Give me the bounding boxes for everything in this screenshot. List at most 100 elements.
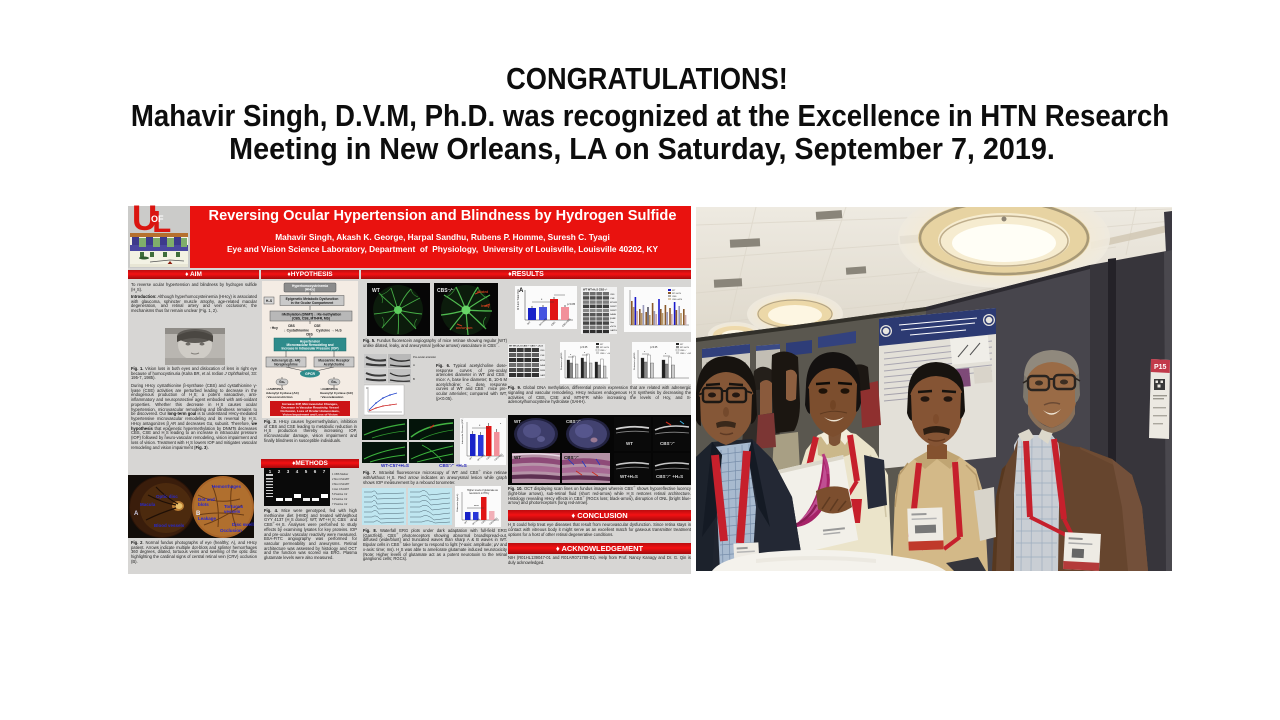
svg-text:p<0.05: p<0.05 bbox=[650, 346, 658, 349]
svg-text:Proteins in μMOD: Proteins in μMOD bbox=[560, 352, 563, 370]
svg-text:6: 6 bbox=[314, 469, 317, 474]
svg-text:WT+H2S: WT+H2S bbox=[472, 518, 481, 526]
svg-text:2: 2 bbox=[278, 469, 281, 474]
svg-text:DNMT3a: DNMT3a bbox=[610, 310, 617, 312]
svg-text:DNMT: DNMT bbox=[540, 370, 545, 372]
svg-text:*: * bbox=[570, 353, 572, 357]
svg-text:CBS⁻⁄⁻+H2S: CBS⁻⁄⁻+H2S bbox=[680, 352, 691, 355]
svg-text:Increase in Intraocular Pressu: Increase in Intraocular Pressure (IOP) bbox=[281, 347, 338, 351]
svg-text:CBS: CBS bbox=[551, 321, 557, 327]
svg-text:WT: WT bbox=[680, 344, 684, 346]
svg-text:↑Hcy: ↑Hcy bbox=[270, 326, 278, 330]
svg-text:7 Positive Ctr: 7 Positive Ctr bbox=[332, 502, 348, 506]
svg-text:****: **** bbox=[474, 504, 480, 508]
svg-text:Gαs: Gαs bbox=[610, 322, 615, 324]
svg-text:Gαₛ: Gαₛ bbox=[279, 380, 285, 384]
svg-text:CBS: CBS bbox=[288, 324, 295, 328]
svg-text:WT+H₂S: WT+H₂S bbox=[620, 474, 638, 479]
svg-text:WT+H2S: WT+H2S bbox=[672, 293, 681, 295]
svg-text:WT: WT bbox=[464, 521, 468, 525]
svg-text:dilated: dilated bbox=[477, 290, 488, 294]
svg-text:Blood vessels: Blood vessels bbox=[154, 523, 185, 528]
svg-text:↓cAMP/PKA: ↓cAMP/PKA bbox=[266, 387, 284, 391]
svg-text:Disc swelling: Disc swelling bbox=[232, 522, 254, 527]
svg-text:*: * bbox=[584, 351, 586, 355]
svg-text:CBS⁻⁄⁻+H2S: CBS⁻⁄⁻+H2S bbox=[600, 352, 610, 355]
svg-text:Occlusion, Loss of Ocular Home: Occlusion, Loss of Ocular Homeostasis, bbox=[280, 409, 339, 413]
svg-text:vessels: vessels bbox=[224, 509, 241, 514]
svg-text:WT+H2S: WT+H2S bbox=[539, 317, 548, 326]
svg-text:WT: WT bbox=[672, 290, 676, 292]
svg-text:p<0.05: p<0.05 bbox=[567, 302, 576, 306]
svg-text:WT: WT bbox=[600, 344, 604, 346]
svg-text:4 Het CS1/287: 4 Het CS1/287 bbox=[332, 487, 350, 491]
svg-text:A: A bbox=[413, 363, 415, 367]
svg-text:CBS⁻⁄⁻ +H₂S: CBS⁻⁄⁻ +H₂S bbox=[656, 474, 683, 479]
svg-text:↓ Cystathionine: ↓ Cystathionine bbox=[284, 329, 309, 333]
svg-text:6 Positive Ctr: 6 Positive Ctr bbox=[332, 497, 348, 501]
svg-text:CBS⁻⁄⁻: CBS⁻⁄⁻ bbox=[566, 419, 582, 424]
svg-text:H₂S: H₂S bbox=[266, 299, 273, 303]
svg-text:CBS⁻⁄⁻: CBS⁻⁄⁻ bbox=[660, 441, 676, 446]
svg-text:Optic disc: Optic disc bbox=[156, 494, 178, 499]
svg-text:CBS+H2S: CBS+H2S bbox=[494, 453, 503, 461]
svg-text:WT WT+H₂S CBS⁻⁄⁻: WT WT+H₂S CBS⁻⁄⁻ bbox=[583, 288, 608, 292]
svg-text:WT: WT bbox=[514, 455, 521, 460]
svg-text:CBS⁻⁄⁻: CBS⁻⁄⁻ bbox=[680, 349, 687, 352]
svg-text:Acetylcholine: Acetylcholine bbox=[324, 363, 345, 367]
svg-text:Intraocular Pressure (IOP; mmH: Intraocular Pressure (IOP; mmHg) bbox=[461, 418, 464, 444]
svg-text:Norepinephrine: Norepinephrine bbox=[274, 363, 298, 367]
svg-text:Pre-ocular arteriole/artery: Pre-ocular arteriole/artery bbox=[413, 355, 436, 359]
svg-text:p<0.05: p<0.05 bbox=[580, 346, 588, 349]
svg-text:CBS: CBS bbox=[672, 296, 677, 298]
svg-text:Vision Impairment and Loss of: Vision Impairment and Loss of Vision bbox=[282, 413, 337, 417]
svg-text:(HHcy): (HHcy) bbox=[305, 288, 315, 292]
svg-text:(CBS, CSE, MTHFR, MS): (CBS, CSE, MTHFR, MS) bbox=[292, 317, 330, 321]
svg-text:in the Ocular Compartment: in the Ocular Compartment bbox=[291, 301, 334, 305]
svg-text:Epigenetic Metabolic Dysfuncti: Epigenetic Metabolic Dysfunction bbox=[286, 297, 339, 301]
svg-text:B: B bbox=[413, 377, 415, 381]
svg-text:*: * bbox=[644, 350, 646, 354]
svg-text:↑Methylation (DNMT) ↓↑Re-methy: ↑Methylation (DNMT) ↓↑Re-methylation bbox=[281, 313, 342, 317]
svg-text:Microvascular Remodeling and: Microvascular Remodeling and bbox=[286, 343, 333, 347]
svg-text:blots: blots bbox=[198, 502, 209, 507]
svg-text:CBS+H2S: CBS+H2S bbox=[489, 517, 498, 525]
svg-text:SAHH: SAHH bbox=[540, 364, 545, 367]
svg-text:% 5-mC/ Total DNA: % 5-mC/ Total DNA bbox=[517, 289, 520, 310]
svg-text:CBS+H2S: CBS+H2S bbox=[672, 299, 683, 301]
svg-text:5: 5 bbox=[305, 469, 308, 474]
svg-text:WT: WT bbox=[527, 321, 532, 326]
svg-text:MTHFR: MTHFR bbox=[540, 360, 545, 362]
svg-text:neurotoxin in HHcy: neurotoxin in HHcy bbox=[469, 492, 490, 495]
svg-text:Adrenergic (β₂ AR): Adrenergic (β₂ AR) bbox=[272, 359, 301, 363]
svg-text:SAHH: SAHH bbox=[610, 313, 616, 316]
svg-text:4: 4 bbox=[296, 469, 299, 474]
svg-text:CBS: CBS bbox=[486, 456, 491, 461]
svg-text:MTHFR: MTHFR bbox=[610, 302, 617, 304]
svg-text:WT: WT bbox=[626, 441, 633, 446]
svg-text:Guanylyl Cyclase (GC): Guanylyl Cyclase (GC) bbox=[320, 391, 353, 395]
svg-text:CSE: CSE bbox=[314, 324, 321, 328]
svg-text:CBS⁻⁄⁻: CBS⁻⁄⁻ bbox=[437, 288, 454, 294]
svg-text:WT+H2S: WT+H2S bbox=[680, 347, 689, 349]
svg-text:Increase IOP, Microvascular Ch: Increase IOP, Microvascular Changes, bbox=[282, 402, 338, 406]
svg-text:WT WT+H₂S CBS⁻⁄⁻ CBS⁻⁄⁻+H₂S: WT WT+H₂S CBS⁻⁄⁻ CBS⁻⁄⁻+H₂S bbox=[509, 345, 543, 348]
svg-text:3: 3 bbox=[287, 469, 290, 474]
svg-text:CBS+H2S: CBS+H2S bbox=[562, 318, 572, 328]
svg-text:5 Positive Ctr: 5 Positive Ctr bbox=[332, 492, 348, 496]
svg-text:CBS⁻⁄⁻: CBS⁻⁄⁻ bbox=[600, 349, 607, 352]
svg-text:*: * bbox=[479, 424, 481, 428]
svg-text:Glutamate (ng/mL): Glutamate (ng/mL) bbox=[456, 493, 459, 512]
svg-text:3 Mut CS1/287: 3 Mut CS1/287 bbox=[332, 482, 350, 486]
svg-text:Hyperhomocysteinemia: Hyperhomocysteinemia bbox=[292, 284, 328, 288]
svg-text:*: * bbox=[665, 352, 667, 356]
svg-text:Hypertension: Hypertension bbox=[300, 340, 320, 344]
svg-text:↑Vasorelaxation: ↑Vasorelaxation bbox=[320, 395, 343, 399]
svg-text:Occlusion: Occlusion bbox=[220, 528, 242, 533]
svg-text:Proteins in μMOD: Proteins in μMOD bbox=[633, 352, 636, 370]
svg-text:GAPDH: GAPDH bbox=[610, 329, 617, 332]
svg-text:P15: P15 bbox=[1154, 364, 1167, 371]
svg-text:1 CBS Marker: 1 CBS Marker bbox=[332, 472, 348, 476]
svg-text:CBS: CBS bbox=[610, 294, 615, 296]
svg-text:DNMT1: DNMT1 bbox=[610, 306, 617, 308]
